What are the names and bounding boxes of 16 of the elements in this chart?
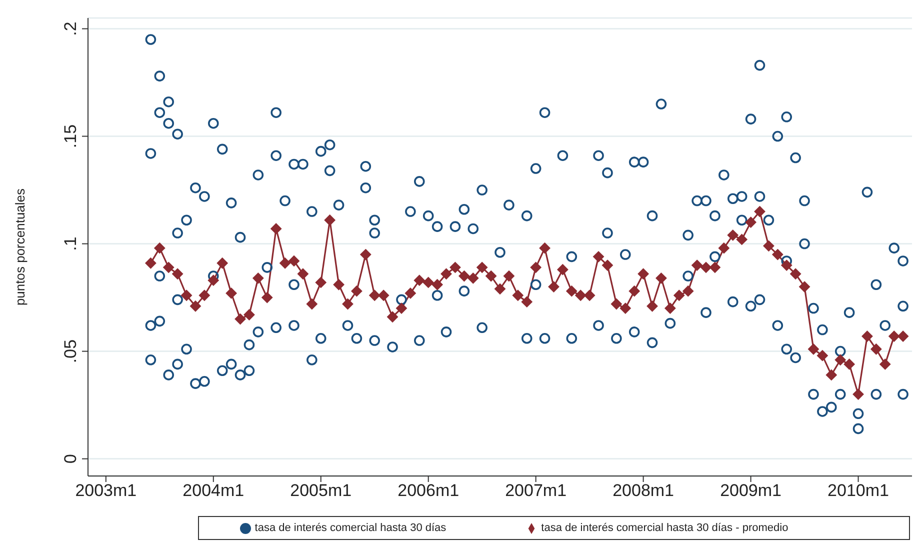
legend-label: tasa de interés comercial hasta 30 días - promedio: [541, 522, 788, 534]
legend-label: tasa de interés comercial hasta 30 días: [254, 522, 446, 534]
x-tick-label: 2009m1: [720, 481, 782, 500]
y-axis-title: puntos porcentuales: [12, 188, 28, 306]
y-tick-label: .2: [61, 22, 80, 36]
x-tick-label: 2007m1: [505, 481, 567, 500]
x-tick-label: 2010m1: [828, 481, 889, 500]
y-tick-label: .05: [61, 339, 80, 364]
x-tick-label: 2003m1: [75, 481, 137, 500]
x-tick-label: 2008m1: [612, 481, 674, 500]
x-tick-label: 2004m1: [182, 481, 244, 500]
x-tick-label: 2006m1: [398, 481, 460, 500]
y-tick-label: .1: [61, 236, 80, 251]
x-tick-label: 2005m1: [290, 481, 352, 500]
y-tick-label: 0: [61, 454, 80, 464]
y-tick-label: .15: [61, 124, 80, 148]
